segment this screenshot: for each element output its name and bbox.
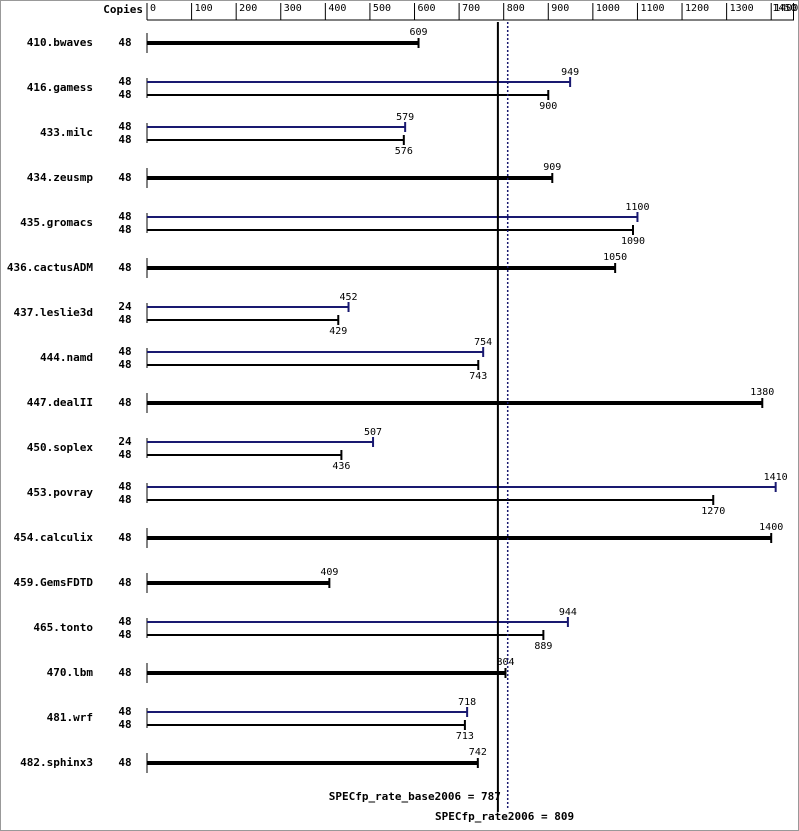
copies: 48 bbox=[118, 345, 131, 358]
copies: 48 bbox=[118, 313, 131, 326]
copies: 48 bbox=[118, 615, 131, 628]
value-label: 949 bbox=[561, 67, 579, 78]
copies-header: Copies bbox=[103, 3, 143, 16]
copies: 48 bbox=[118, 88, 131, 101]
value-label: 889 bbox=[534, 641, 552, 652]
value-label: 1270 bbox=[701, 506, 725, 517]
copies: 48 bbox=[118, 756, 131, 769]
value-label: 754 bbox=[474, 337, 492, 348]
x-tick-label: 1200 bbox=[685, 3, 709, 14]
value-label: 1410 bbox=[764, 472, 788, 483]
category-label: 470.lbm bbox=[47, 666, 94, 679]
category-label: 410.bwaves bbox=[27, 36, 93, 49]
category-label: 453.povray bbox=[27, 486, 94, 499]
category-label: 433.milc bbox=[40, 126, 93, 139]
category-label: 447.dealII bbox=[27, 396, 93, 409]
value-label: 743 bbox=[469, 371, 487, 382]
x-tick-label: 600 bbox=[418, 3, 436, 14]
copies: 48 bbox=[118, 576, 131, 589]
copies: 24 bbox=[118, 300, 132, 313]
x-tick-label: 1000 bbox=[596, 3, 620, 14]
x-tick-label: 500 bbox=[373, 3, 391, 14]
copies: 48 bbox=[118, 480, 131, 493]
category-label: 459.GemsFDTD bbox=[14, 576, 94, 589]
value-label: 713 bbox=[456, 731, 474, 742]
category-label: 454.calculix bbox=[14, 531, 94, 544]
copies: 48 bbox=[118, 448, 131, 461]
value-label: 742 bbox=[469, 747, 487, 758]
x-tick-label: 1300 bbox=[730, 3, 754, 14]
value-label: 1380 bbox=[750, 387, 774, 398]
x-tick-label: 200 bbox=[239, 3, 257, 14]
copies: 24 bbox=[118, 435, 132, 448]
value-label: 436 bbox=[332, 461, 350, 472]
copies: 48 bbox=[118, 396, 131, 409]
value-label: 1090 bbox=[621, 236, 645, 247]
value-label: 909 bbox=[543, 162, 561, 173]
value-label: 944 bbox=[559, 607, 577, 618]
value-label: 409 bbox=[320, 567, 338, 578]
x-tick-label: 100 bbox=[195, 3, 213, 14]
reference-label: SPECfp_rate_base2006 = 787 bbox=[329, 790, 501, 803]
category-label: 482.sphinx3 bbox=[20, 756, 93, 769]
copies: 48 bbox=[118, 628, 131, 641]
copies: 48 bbox=[118, 120, 131, 133]
category-label: 450.soplex bbox=[27, 441, 94, 454]
value-label: 900 bbox=[539, 101, 557, 112]
x-tick-label: 0 bbox=[150, 3, 156, 14]
category-label: 465.tonto bbox=[33, 621, 93, 634]
category-label: 436.cactusADM bbox=[7, 261, 93, 274]
x-tick-label: 1100 bbox=[640, 3, 664, 14]
category-label: 435.gromacs bbox=[20, 216, 93, 229]
value-label: 579 bbox=[396, 112, 414, 123]
category-label: 416.gamess bbox=[27, 81, 93, 94]
value-label: 609 bbox=[409, 27, 427, 38]
x-tick-label: 1400 bbox=[774, 3, 798, 14]
category-label: 444.namd bbox=[40, 351, 93, 364]
x-tick-label: 800 bbox=[507, 3, 525, 14]
copies: 48 bbox=[118, 718, 131, 731]
x-tick-label: 900 bbox=[551, 3, 569, 14]
copies: 48 bbox=[118, 261, 131, 274]
copies: 48 bbox=[118, 705, 131, 718]
copies: 48 bbox=[118, 171, 131, 184]
value-label: 1050 bbox=[603, 252, 627, 263]
category-label: 437.leslie3d bbox=[14, 306, 93, 319]
x-tick-label: 700 bbox=[462, 3, 480, 14]
copies: 48 bbox=[118, 133, 131, 146]
copies: 48 bbox=[118, 666, 131, 679]
copies: 48 bbox=[118, 36, 131, 49]
value-label: 507 bbox=[364, 427, 382, 438]
x-tick-label: 400 bbox=[328, 3, 346, 14]
copies: 48 bbox=[118, 223, 131, 236]
value-label: 1100 bbox=[625, 202, 649, 213]
value-label: 452 bbox=[339, 292, 357, 303]
copies: 48 bbox=[118, 210, 131, 223]
copies: 48 bbox=[118, 358, 131, 371]
reference-label: SPECfp_rate2006 = 809 bbox=[435, 810, 574, 823]
value-label: 429 bbox=[329, 326, 347, 337]
value-label: 576 bbox=[395, 146, 413, 157]
value-label: 804 bbox=[496, 657, 514, 668]
copies: 48 bbox=[118, 493, 131, 506]
value-label: 718 bbox=[458, 697, 476, 708]
category-label: 481.wrf bbox=[47, 711, 93, 724]
copies: 48 bbox=[118, 531, 131, 544]
category-label: 434.zeusmp bbox=[27, 171, 94, 184]
x-tick-label: 1450 bbox=[772, 3, 796, 14]
x-tick-label: 300 bbox=[284, 3, 302, 14]
copies: 48 bbox=[118, 75, 131, 88]
value-label: 1400 bbox=[759, 522, 783, 533]
